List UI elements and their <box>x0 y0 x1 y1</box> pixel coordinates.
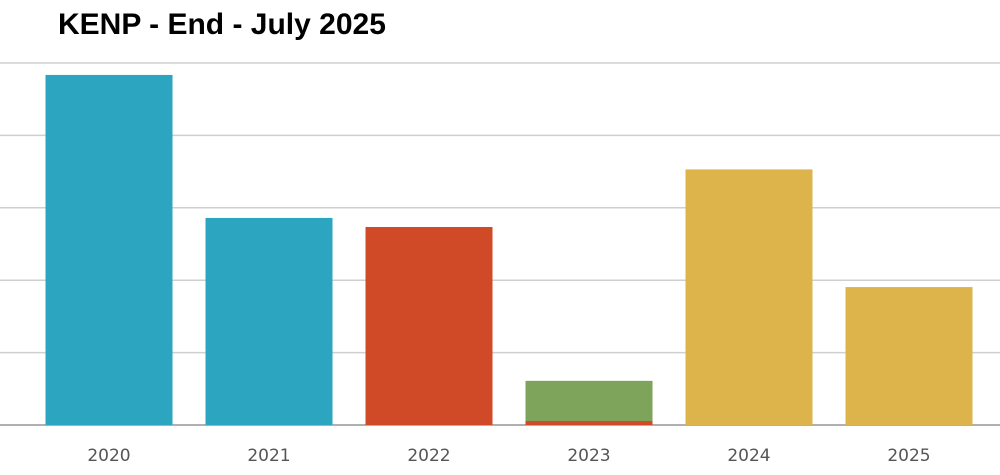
bar-2025 <box>845 287 973 425</box>
bars <box>45 74 973 426</box>
bar-2020 <box>45 74 173 426</box>
chart-title: KENP - End - July 2025 <box>58 8 386 41</box>
x-tick-label: 2024 <box>727 446 770 466</box>
bar-2023-segment-2 <box>525 380 653 422</box>
x-tick-label: 2020 <box>87 446 130 466</box>
bar-2024 <box>685 169 813 425</box>
x-tick-label: 2025 <box>887 446 930 466</box>
x-tick-label: 2023 <box>567 446 610 466</box>
x-tick-label: 2021 <box>247 446 290 466</box>
x-tick-label: 2022 <box>407 446 450 466</box>
x-tick-labels: 2020 2021 2022 2023 2024 2025 <box>87 446 930 466</box>
bar-2023-segment-1 <box>525 421 653 425</box>
bar-2022 <box>365 226 493 425</box>
bar-2021 <box>205 217 333 425</box>
